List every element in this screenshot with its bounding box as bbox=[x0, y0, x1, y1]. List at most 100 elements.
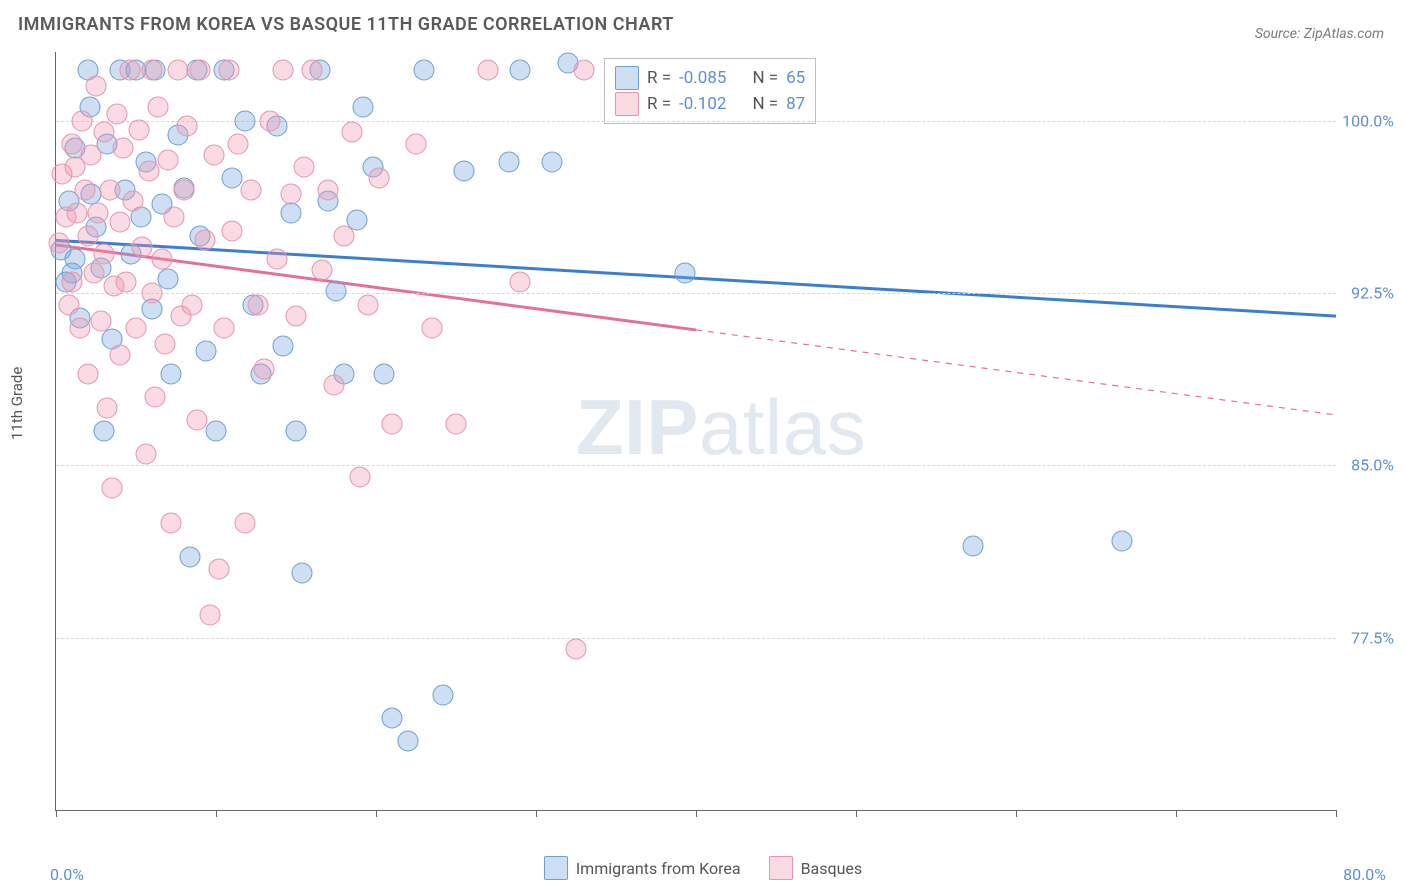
data-point-basques bbox=[334, 225, 355, 246]
data-point-basques bbox=[286, 306, 307, 327]
legend-r-value: -0.102 bbox=[679, 94, 726, 114]
data-point-basques bbox=[510, 271, 531, 292]
gridline-horizontal bbox=[56, 465, 1336, 466]
source-attribution: Source: ZipAtlas.com bbox=[1255, 26, 1384, 42]
data-point-basques bbox=[116, 271, 137, 292]
data-point-basques bbox=[382, 414, 403, 435]
x-tick bbox=[1016, 810, 1017, 817]
data-point-basques bbox=[87, 202, 108, 223]
data-point-korea bbox=[273, 336, 294, 357]
data-point-basques bbox=[129, 120, 150, 141]
data-point-korea bbox=[433, 685, 454, 706]
data-point-basques bbox=[142, 283, 163, 304]
x-tick bbox=[56, 810, 57, 817]
legend-r-label: R = bbox=[647, 94, 671, 114]
data-point-basques bbox=[406, 133, 427, 154]
legend-swatch-basques bbox=[615, 92, 639, 116]
data-point-basques bbox=[190, 60, 211, 81]
data-point-korea bbox=[542, 152, 563, 173]
data-point-basques bbox=[106, 104, 127, 125]
data-point-basques bbox=[74, 179, 95, 200]
data-point-korea bbox=[292, 563, 313, 584]
data-point-basques bbox=[132, 237, 153, 258]
data-point-basques bbox=[254, 358, 275, 379]
data-point-basques bbox=[167, 60, 188, 81]
data-point-korea bbox=[414, 60, 435, 81]
data-point-basques bbox=[158, 149, 179, 170]
legend-r-value: -0.085 bbox=[679, 68, 726, 88]
data-point-basques bbox=[228, 133, 249, 154]
data-point-basques bbox=[138, 161, 159, 182]
data-point-basques bbox=[174, 179, 195, 200]
legend-row-basques: R = -0.102N = 87 bbox=[615, 91, 805, 117]
data-point-korea bbox=[281, 202, 302, 223]
data-point-basques bbox=[281, 184, 302, 205]
data-point-basques bbox=[324, 375, 345, 396]
x-tick bbox=[856, 810, 857, 817]
data-point-basques bbox=[142, 60, 163, 81]
data-point-basques bbox=[273, 60, 294, 81]
data-point-basques bbox=[78, 363, 99, 384]
data-point-korea bbox=[326, 280, 347, 301]
x-tick bbox=[376, 810, 377, 817]
y-tick-label: 77.5% bbox=[1351, 628, 1394, 647]
trend-lines-layer bbox=[56, 52, 1336, 810]
data-point-basques bbox=[318, 179, 339, 200]
data-point-korea bbox=[196, 340, 217, 361]
legend-n-value: 65 bbox=[786, 68, 805, 88]
data-point-basques bbox=[247, 294, 268, 315]
data-point-basques bbox=[182, 294, 203, 315]
data-point-basques bbox=[177, 115, 198, 136]
data-point-basques bbox=[446, 414, 467, 435]
data-point-basques bbox=[566, 639, 587, 660]
data-point-basques bbox=[164, 207, 185, 228]
legend-row-korea: R = -0.085N = 65 bbox=[615, 65, 805, 91]
data-point-basques bbox=[148, 97, 169, 118]
data-point-basques bbox=[214, 317, 235, 338]
chart-plot-area: ZIPatlas R = -0.085N = 65R = -0.102N = 8… bbox=[55, 52, 1336, 811]
data-point-basques bbox=[342, 122, 363, 143]
data-point-korea bbox=[1111, 531, 1132, 552]
series-swatch-korea bbox=[544, 856, 568, 880]
data-point-basques bbox=[145, 386, 166, 407]
data-point-basques bbox=[62, 133, 83, 154]
series-legend: Immigrants from KoreaBasques bbox=[0, 856, 1406, 880]
data-point-basques bbox=[81, 145, 102, 166]
data-point-basques bbox=[97, 398, 118, 419]
data-point-korea bbox=[286, 421, 307, 442]
data-point-basques bbox=[478, 60, 499, 81]
data-point-korea bbox=[510, 60, 531, 81]
x-tick bbox=[1176, 810, 1177, 817]
legend-n-value: 87 bbox=[786, 94, 805, 114]
data-point-korea bbox=[962, 535, 983, 556]
data-point-basques bbox=[86, 76, 107, 97]
data-point-basques bbox=[422, 317, 443, 338]
data-point-basques bbox=[260, 110, 281, 131]
data-point-korea bbox=[674, 262, 695, 283]
series-legend-item-korea: Immigrants from Korea bbox=[544, 856, 741, 880]
data-point-basques bbox=[70, 317, 91, 338]
legend-n-label: N = bbox=[752, 68, 778, 88]
correlation-legend: R = -0.085 N = 65 R = -0.102N = 87 bbox=[604, 58, 816, 124]
data-point-basques bbox=[234, 512, 255, 533]
data-point-basques bbox=[218, 60, 239, 81]
data-point-basques bbox=[194, 230, 215, 251]
data-point-basques bbox=[358, 294, 379, 315]
data-point-basques bbox=[241, 179, 262, 200]
data-point-basques bbox=[151, 248, 172, 269]
data-point-basques bbox=[100, 179, 121, 200]
data-point-basques bbox=[110, 345, 131, 366]
data-point-basques bbox=[71, 110, 92, 131]
data-point-basques bbox=[84, 262, 105, 283]
data-point-basques bbox=[94, 244, 115, 265]
data-point-korea bbox=[180, 547, 201, 568]
data-point-basques bbox=[209, 558, 230, 579]
y-axis-label: 11th Grade bbox=[8, 367, 26, 440]
data-point-korea bbox=[498, 152, 519, 173]
data-point-basques bbox=[58, 294, 79, 315]
data-point-basques bbox=[49, 232, 70, 253]
data-point-basques bbox=[369, 168, 390, 189]
data-point-basques bbox=[161, 512, 182, 533]
data-point-korea bbox=[161, 363, 182, 384]
data-point-basques bbox=[350, 466, 371, 487]
